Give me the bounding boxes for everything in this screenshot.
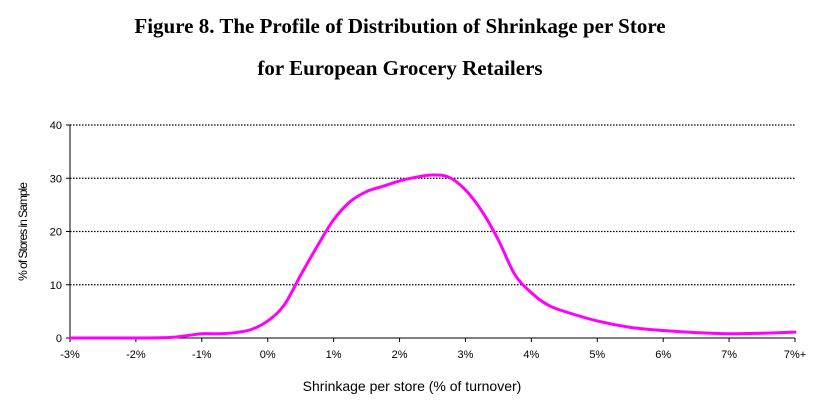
y-tick-label-0: 0 — [56, 333, 62, 345]
x-tick-label-3: 0% — [260, 349, 276, 361]
y-tick-labels: 0 10 20 30 40 — [50, 120, 62, 345]
y-tick-label-20: 20 — [50, 227, 62, 239]
chart-title-line1: Figure 8. The Profile of Distribution of… — [134, 14, 666, 38]
x-tick-label-11: 7%+ — [784, 349, 806, 361]
x-tick-labels: -3% -2% -1% 0% 1% 2% 3% 4% 5% 6% 7% 7%+ — [60, 349, 806, 361]
x-tick-label-4: 1% — [326, 349, 342, 361]
x-tick-label-1: -2% — [126, 349, 146, 361]
y-axis-label: % of Stores in Sample — [16, 182, 30, 281]
series-line — [68, 173, 797, 340]
x-tick-label-8: 5% — [589, 349, 605, 361]
chart-title-line2: for European Grocery Retailers — [257, 56, 543, 80]
x-tick-label-0: -3% — [60, 349, 80, 361]
y-tick-label-10: 10 — [50, 280, 62, 292]
x-axis-label: Shrinkage per store (% of turnover) — [303, 378, 522, 394]
y-tick-label-40: 40 — [50, 120, 62, 132]
y-tick-label-30: 30 — [50, 173, 62, 185]
grid-lines — [70, 124, 795, 286]
x-tick-label-9: 6% — [655, 349, 671, 361]
x-tick-label-5: 2% — [392, 349, 408, 361]
x-tick-label-2: -1% — [192, 349, 212, 361]
x-tick-label-10: 7% — [721, 349, 737, 361]
x-tick-label-7: 4% — [523, 349, 539, 361]
x-tick-label-6: 3% — [458, 349, 474, 361]
axes — [66, 124, 796, 342]
